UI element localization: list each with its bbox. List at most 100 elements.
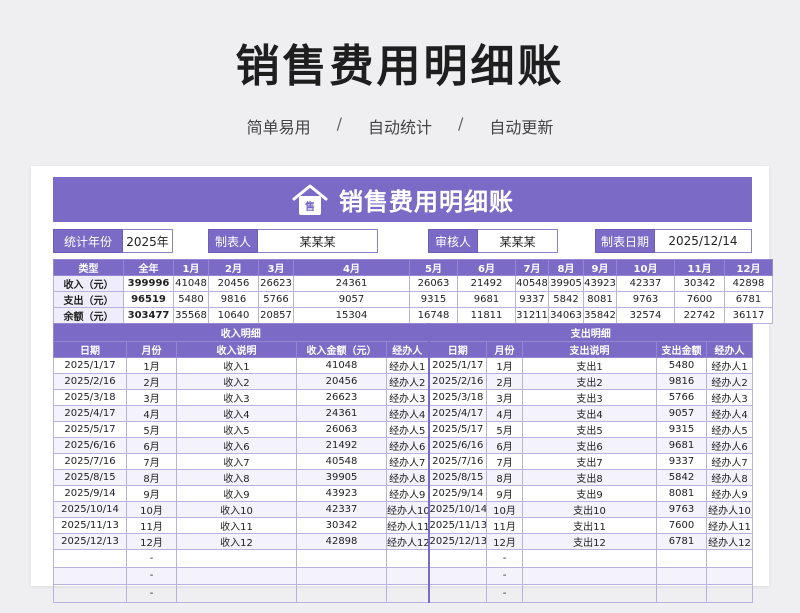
- expense-cell[interactable]: [427, 549, 488, 568]
- income-cell[interactable]: 42898: [296, 533, 387, 550]
- expense-cell[interactable]: 经办人9: [706, 485, 754, 502]
- income-cell[interactable]: 2025/11/13: [53, 517, 127, 534]
- summary-cell[interactable]: 40548: [515, 275, 549, 292]
- income-cell[interactable]: 8月: [126, 469, 177, 486]
- income-cell[interactable]: 2025/9/14: [53, 485, 127, 502]
- expense-cell[interactable]: 9681: [656, 437, 708, 454]
- expense-cell[interactable]: [656, 566, 708, 585]
- income-cell[interactable]: 30342: [296, 517, 387, 534]
- income-cell[interactable]: 43923: [296, 485, 387, 502]
- expense-cell[interactable]: -: [486, 566, 524, 585]
- income-cell[interactable]: 3月: [126, 389, 177, 406]
- income-cell[interactable]: 7月: [126, 453, 177, 470]
- income-cell[interactable]: 2025/3/18: [53, 389, 127, 406]
- income-cell[interactable]: [296, 566, 387, 585]
- expense-cell[interactable]: 12月: [486, 533, 524, 550]
- expense-cell[interactable]: 经办人4: [706, 405, 754, 422]
- expense-cell[interactable]: 经办人7: [706, 453, 754, 470]
- income-cell[interactable]: 收入5: [176, 421, 297, 438]
- summary-cell[interactable]: 9337: [515, 291, 549, 308]
- summary-cell[interactable]: 26063: [409, 275, 458, 292]
- summary-cell[interactable]: 20456: [208, 275, 259, 292]
- income-cell[interactable]: 经办人10: [385, 501, 430, 518]
- summary-cell[interactable]: 35568: [173, 307, 209, 324]
- expense-cell[interactable]: 支出1: [522, 357, 658, 374]
- income-cell[interactable]: 收入4: [176, 405, 297, 422]
- income-cell[interactable]: 24361: [296, 405, 387, 422]
- expense-cell[interactable]: 2025/8/15: [427, 469, 488, 486]
- income-cell[interactable]: 收入12: [176, 533, 297, 550]
- expense-cell[interactable]: 支出2: [522, 373, 658, 390]
- expense-cell[interactable]: 2025/1/17: [427, 357, 488, 374]
- summary-cell[interactable]: 5842: [548, 291, 584, 308]
- income-cell[interactable]: 42337: [296, 501, 387, 518]
- income-cell[interactable]: [385, 584, 430, 603]
- expense-cell[interactable]: 2025/11/13: [427, 517, 488, 534]
- income-cell[interactable]: 收入8: [176, 469, 297, 486]
- summary-cell[interactable]: 41048: [173, 275, 209, 292]
- maker-value[interactable]: 某某某: [258, 229, 378, 253]
- income-cell[interactable]: [176, 549, 297, 568]
- summary-cell[interactable]: 21492: [457, 275, 516, 292]
- expense-cell[interactable]: 2025/12/13: [427, 533, 488, 550]
- expense-cell[interactable]: 支出12: [522, 533, 658, 550]
- summary-cell[interactable]: 35842: [583, 307, 617, 324]
- income-cell[interactable]: 2月: [126, 373, 177, 390]
- expense-cell[interactable]: 支出10: [522, 501, 658, 518]
- income-cell[interactable]: 经办人4: [385, 405, 430, 422]
- expense-cell[interactable]: [706, 584, 754, 603]
- year-value[interactable]: 2025年: [123, 229, 173, 253]
- expense-cell[interactable]: 4月: [486, 405, 524, 422]
- expense-cell[interactable]: 9057: [656, 405, 708, 422]
- summary-cell[interactable]: 15304: [293, 307, 410, 324]
- summary-cell[interactable]: 26623: [258, 275, 294, 292]
- expense-cell[interactable]: 6月: [486, 437, 524, 454]
- summary-cell[interactable]: 42337: [616, 275, 675, 292]
- summary-cell[interactable]: 5766: [258, 291, 294, 308]
- expense-cell[interactable]: 2025/10/14: [427, 501, 488, 518]
- expense-cell[interactable]: 支出3: [522, 389, 658, 406]
- income-cell[interactable]: 2025/7/16: [53, 453, 127, 470]
- expense-cell[interactable]: 支出4: [522, 405, 658, 422]
- income-cell[interactable]: -: [126, 584, 177, 603]
- income-cell[interactable]: 收入10: [176, 501, 297, 518]
- income-cell[interactable]: 经办人8: [385, 469, 430, 486]
- expense-cell[interactable]: -: [486, 584, 524, 603]
- summary-cell[interactable]: 399996: [123, 275, 174, 292]
- summary-cell[interactable]: 9315: [409, 291, 458, 308]
- income-cell[interactable]: 2025/2/16: [53, 373, 127, 390]
- summary-cell[interactable]: 9816: [208, 291, 259, 308]
- expense-cell[interactable]: 11月: [486, 517, 524, 534]
- expense-cell[interactable]: 经办人12: [706, 533, 754, 550]
- expense-cell[interactable]: 2025/3/18: [427, 389, 488, 406]
- expense-cell[interactable]: [522, 549, 658, 568]
- summary-cell[interactable]: 10640: [208, 307, 259, 324]
- income-cell[interactable]: 经办人3: [385, 389, 430, 406]
- expense-cell[interactable]: 7月: [486, 453, 524, 470]
- income-cell[interactable]: 5月: [126, 421, 177, 438]
- income-cell[interactable]: 收入2: [176, 373, 297, 390]
- income-cell[interactable]: 收入11: [176, 517, 297, 534]
- summary-cell[interactable]: 32574: [616, 307, 675, 324]
- expense-cell[interactable]: 9月: [486, 485, 524, 502]
- summary-cell[interactable]: 96519: [123, 291, 174, 308]
- summary-cell[interactable]: 20857: [258, 307, 294, 324]
- summary-cell[interactable]: 43923: [583, 275, 617, 292]
- income-cell[interactable]: 经办人2: [385, 373, 430, 390]
- income-cell[interactable]: 经办人1: [385, 357, 430, 374]
- income-cell[interactable]: 收入6: [176, 437, 297, 454]
- summary-cell[interactable]: 24361: [293, 275, 410, 292]
- income-cell[interactable]: 26063: [296, 421, 387, 438]
- expense-cell[interactable]: 8月: [486, 469, 524, 486]
- income-cell[interactable]: 40548: [296, 453, 387, 470]
- expense-cell[interactable]: 支出9: [522, 485, 658, 502]
- income-cell[interactable]: 经办人7: [385, 453, 430, 470]
- summary-cell[interactable]: 9763: [616, 291, 675, 308]
- income-cell[interactable]: 41048: [296, 357, 387, 374]
- expense-cell[interactable]: 2025/6/16: [427, 437, 488, 454]
- income-cell[interactable]: 12月: [126, 533, 177, 550]
- expense-cell[interactable]: 2025/9/14: [427, 485, 488, 502]
- expense-cell[interactable]: 经办人2: [706, 373, 754, 390]
- expense-cell[interactable]: 支出7: [522, 453, 658, 470]
- income-cell[interactable]: 39905: [296, 469, 387, 486]
